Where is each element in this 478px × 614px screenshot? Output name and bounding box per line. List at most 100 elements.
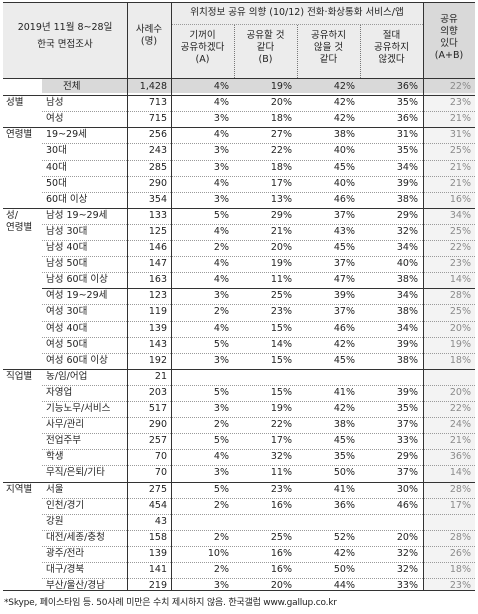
- header-bottom-border: [3, 78, 475, 79]
- cell-b: 16%: [270, 547, 292, 559]
- cell-d: 46%: [396, 499, 418, 511]
- cell-d: 36%: [396, 81, 418, 92]
- cell-a: 5%: [213, 483, 229, 495]
- cell-ab: 31%: [449, 129, 471, 141]
- row-divider: [42, 240, 475, 241]
- cell-d: 34%: [396, 242, 418, 253]
- cell-n: 70: [154, 451, 167, 463]
- row-divider: [42, 352, 475, 354]
- subgroup-divider: [42, 288, 475, 290]
- row-label: 사무/관리: [46, 419, 85, 431]
- cell-d: 38%: [396, 354, 418, 366]
- cell-c: 41%: [333, 386, 355, 398]
- cell-c: 46%: [333, 193, 355, 205]
- cell-ab: 28%: [449, 531, 471, 543]
- row-divider: [42, 417, 475, 419]
- cell-ab: 25%: [449, 306, 471, 318]
- cell-n: 70: [154, 467, 167, 479]
- row-divider: [42, 304, 475, 306]
- cell-ab: 25%: [449, 225, 471, 237]
- cell-b: 18%: [270, 113, 292, 125]
- cell-ab: 23%: [449, 97, 471, 109]
- cell-a: 3%: [213, 145, 229, 157]
- header-divider-d: [360, 25, 361, 78]
- group-label: 직업별: [6, 370, 33, 382]
- cell-b: 20%: [270, 242, 292, 253]
- cell-a: 3%: [213, 403, 229, 414]
- cell-c: 41%: [333, 483, 355, 495]
- cell-c: 37%: [333, 306, 355, 318]
- row-divider: [42, 143, 475, 145]
- cell-ab: 26%: [449, 547, 471, 559]
- cell-c: 43%: [333, 225, 355, 237]
- group-label: 성별: [6, 97, 24, 109]
- row-label: 남성 50대: [46, 258, 88, 270]
- row-label: 대전/세종/충청: [46, 531, 105, 543]
- cell-ab: 18%: [449, 354, 471, 366]
- cell-ab: 19%: [449, 338, 471, 350]
- cell-c: 42%: [333, 97, 355, 109]
- row-label: 광주/전라: [46, 547, 85, 559]
- label-cases-divider: [127, 78, 128, 590]
- cell-ab: 23%: [449, 258, 471, 270]
- group-divider: [3, 95, 475, 97]
- cell-c: 50%: [333, 564, 355, 575]
- cell-c: 42%: [333, 338, 355, 350]
- cell-d: 32%: [396, 564, 418, 575]
- cell-ab: 21%: [449, 113, 471, 125]
- row-label: 농/임/어업: [46, 370, 88, 382]
- row-divider: [42, 465, 475, 467]
- cell-n: 275: [148, 483, 167, 495]
- values-ab-divider: [423, 78, 424, 590]
- table-top-border: [3, 2, 475, 3]
- col-d-header: 절대 공유하지 않겠다: [374, 30, 409, 65]
- cell-b: 15%: [270, 322, 292, 334]
- row-divider: [42, 449, 475, 451]
- cell-n: 517: [148, 403, 167, 414]
- row-label: 남성 30대: [46, 225, 88, 237]
- cell-n: 715: [148, 113, 167, 125]
- cell-d: 33%: [396, 435, 418, 447]
- cell-a: 2%: [213, 242, 229, 253]
- row-label: 여성: [46, 113, 64, 125]
- cell-n: 141: [148, 564, 167, 575]
- cell-b: 17%: [270, 435, 292, 447]
- cell-d: 35%: [396, 145, 418, 157]
- cell-c: 50%: [333, 467, 355, 479]
- cell-n: 713: [148, 97, 167, 109]
- row-divider: [42, 336, 475, 338]
- header-divider-c: [297, 25, 298, 78]
- header-background: [3, 2, 475, 78]
- cell-a: 5%: [213, 209, 229, 221]
- row-divider: [42, 433, 475, 435]
- cell-ab: 21%: [449, 161, 471, 173]
- cell-ab: 25%: [449, 145, 471, 157]
- cell-a: 3%: [213, 290, 229, 302]
- col-ab-header: 공유 의향 있다 (A+B): [434, 14, 464, 61]
- cell-ab: 14%: [449, 274, 471, 286]
- cell-n: 257: [148, 435, 167, 447]
- cell-n: 158: [148, 531, 167, 543]
- cell-b: 23%: [270, 483, 292, 495]
- cell-a: 5%: [213, 386, 229, 398]
- cell-d: 32%: [396, 547, 418, 559]
- cell-d: 39%: [396, 386, 418, 398]
- cell-a: 3%: [213, 467, 229, 479]
- row-divider: [42, 578, 475, 580]
- cell-c: 39%: [333, 290, 355, 302]
- survey-type: 한국 면접조사: [37, 39, 93, 50]
- row-label: 여성 30대: [46, 306, 88, 318]
- col-c-header: 공유하지 않을 것 같다: [311, 30, 346, 65]
- cell-ab: 36%: [449, 451, 471, 463]
- row-label: 남성 60대 이상: [46, 274, 108, 286]
- cell-a: 4%: [213, 81, 229, 92]
- cell-a: 4%: [213, 258, 229, 270]
- row-divider: [42, 497, 475, 499]
- cell-a: 5%: [213, 338, 229, 350]
- cell-c: 38%: [333, 419, 355, 431]
- cell-c: 44%: [333, 580, 355, 592]
- header-divider-a: [171, 2, 172, 78]
- row-label: 40대: [46, 161, 67, 173]
- total-row-background: [42, 79, 475, 93]
- cell-a: 3%: [213, 113, 229, 125]
